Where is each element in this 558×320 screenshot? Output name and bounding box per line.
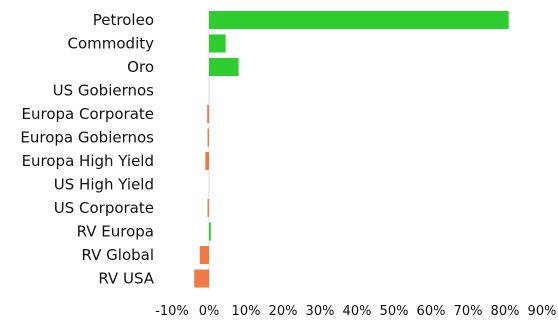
category-label: Europa Gobiernos [20,129,154,147]
x-tick-label: 90% [528,304,557,319]
x-tick-label: 30% [306,304,335,319]
category-label: US Corporate [54,199,154,217]
x-tick-label: 40% [343,304,372,319]
bar-rv-global [199,246,209,264]
category-label: RV USA [98,270,154,288]
bar-europa-gobiernos [207,128,209,147]
category-label: RV Global [82,246,154,264]
x-tick-label: -10% [155,304,189,319]
category-label: RV Europa [77,223,154,241]
x-tick-label: 50% [380,304,409,319]
bar-oro [209,58,239,76]
bar-europa-corporate [207,105,209,123]
bars-layer [194,11,509,288]
x-tick-label: 60% [417,304,446,319]
bar-us-corporate [207,199,209,217]
x-tick-label: 10% [232,304,261,319]
bar-rv-usa [194,269,209,288]
category-label: US Gobiernos [53,82,155,100]
x-axis-tick-labels: -10% 0% 10% 20% 30% 40% 50% 60% 70% 80% 90% [155,304,556,319]
category-label: Petroleo [93,11,154,29]
bar-commodity [209,34,226,53]
category-label: Europa Corporate [22,105,154,123]
bar-europa-high-yield [205,152,209,170]
category-label: Europa High Yield [22,152,154,170]
bar-petroleo [209,11,509,29]
category-label: Commodity [68,35,155,53]
x-tick-label: 70% [454,304,483,319]
x-tick-label: 20% [269,304,298,319]
bar-rv-europa [209,222,211,241]
category-label: US High Yield [54,176,154,194]
category-label: Oro [127,58,154,76]
x-tick-label: 80% [491,304,520,319]
x-tick-label: 0% [199,304,220,319]
category-labels: Petroleo Commodity Oro US Gobiernos Europa C… [20,11,154,288]
